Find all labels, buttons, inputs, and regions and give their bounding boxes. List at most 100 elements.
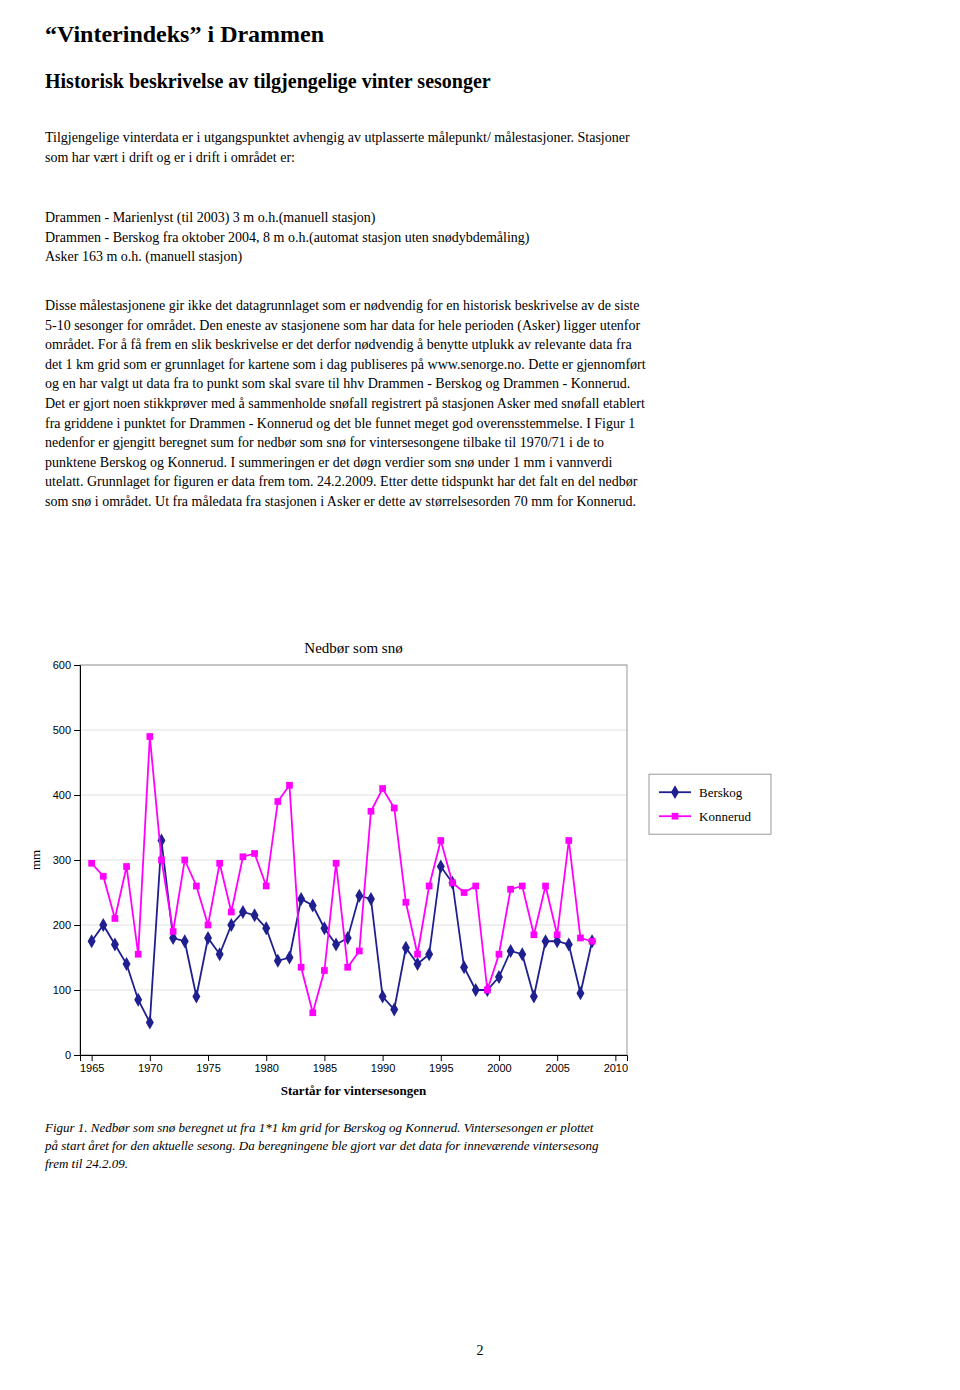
series-point — [403, 899, 410, 906]
x-tick-mark — [615, 1055, 616, 1061]
page-number: 2 — [477, 1343, 484, 1358]
series-point — [181, 934, 189, 948]
series-point — [251, 908, 259, 922]
x-tick-label: 2000 — [487, 1062, 511, 1074]
series-point — [530, 990, 538, 1004]
series-point — [146, 733, 153, 740]
y-axis-line — [74, 666, 81, 1056]
legend-label: Konnerud — [699, 809, 751, 824]
y-tick: 500 — [53, 724, 80, 736]
x-tick: 2005 — [545, 1055, 569, 1074]
x-tick-mark — [324, 1055, 325, 1061]
grid-line — [80, 730, 627, 731]
x-tick-mark — [441, 1055, 442, 1061]
y-tick: 100 — [53, 984, 80, 996]
paragraph: Tilgjengelige vinterdata er i utgangspun… — [45, 130, 630, 165]
y-tick: 300 — [53, 854, 80, 866]
x-tick: 1990 — [371, 1055, 395, 1074]
x-tick-mark — [266, 1055, 267, 1061]
series-point — [472, 883, 479, 890]
y-tick-label: 0 — [65, 1049, 71, 1061]
x-tick: 1965 — [80, 1055, 104, 1074]
series-point — [88, 860, 95, 867]
series-point — [460, 960, 468, 974]
series-point — [379, 990, 387, 1004]
series-point — [135, 951, 142, 958]
plot-frame — [80, 665, 627, 1055]
y-axis-title: mm — [28, 850, 43, 870]
series-point — [414, 957, 422, 971]
grid — [80, 665, 627, 1055]
x-tick: 1970 — [138, 1055, 162, 1074]
x-tick-label: 1980 — [254, 1062, 278, 1074]
x-axis-line — [81, 1056, 628, 1062]
series-point — [88, 934, 96, 948]
series-point — [576, 986, 584, 1000]
x-tick-label: 2005 — [545, 1062, 569, 1074]
y-tick: 600 — [53, 659, 80, 671]
x-tick-label: 1995 — [429, 1062, 453, 1074]
series-point — [205, 922, 212, 929]
series-point — [402, 941, 410, 955]
series-line — [92, 737, 592, 1013]
legend-marker — [671, 785, 679, 799]
series-point — [262, 921, 270, 935]
x-tick-mark — [499, 1055, 500, 1061]
x-tick-label: 1985 — [313, 1062, 337, 1074]
series-point — [111, 938, 119, 952]
series-point — [484, 987, 491, 994]
x-tick-label: 1970 — [138, 1062, 162, 1074]
page-subtitle: Historisk beskrivelse av tilgjengelige v… — [45, 70, 491, 93]
series-point — [170, 928, 177, 935]
y-tick-mark — [74, 730, 80, 731]
series-point — [112, 915, 119, 922]
y-tick-mark — [74, 665, 80, 666]
series-point — [507, 944, 515, 958]
x-tick: 1995 — [429, 1055, 453, 1074]
series-point — [414, 951, 421, 958]
series-point — [240, 853, 247, 860]
x-tick-mark — [150, 1055, 151, 1061]
y-tick-label: 200 — [53, 919, 71, 931]
series-point — [263, 883, 270, 890]
series-point — [309, 1009, 316, 1016]
x-axis: 1965197019751980198519901995200020052010 — [80, 1055, 628, 1074]
y-tick-label: 300 — [53, 854, 71, 866]
legend-box — [649, 774, 771, 834]
x-tick: 2010 — [604, 1055, 628, 1074]
series-point — [588, 934, 596, 948]
series-point — [437, 837, 444, 844]
x-tick-label: 1990 — [371, 1062, 395, 1074]
series-point — [554, 931, 561, 938]
y-tick: 200 — [53, 919, 80, 931]
x-tick-label: 2010 — [604, 1062, 628, 1074]
series-point — [542, 883, 549, 890]
series-point — [309, 899, 317, 913]
series-point — [193, 883, 200, 890]
y-tick-label: 100 — [53, 984, 71, 996]
series-point — [589, 938, 596, 945]
x-axis-title: Startår for vintersesongen — [281, 1083, 427, 1098]
legend: BerskogKonnerud — [649, 774, 771, 834]
x-tick-label: 1965 — [80, 1062, 104, 1074]
series-point — [274, 954, 282, 968]
legend-marker — [672, 813, 679, 820]
y-tick-label: 500 — [53, 724, 71, 736]
series-point — [565, 837, 572, 844]
series-point — [146, 1016, 154, 1030]
y-axis: 0100200300400500600 — [53, 659, 81, 1061]
chart-title: Nedbør som snø — [304, 640, 402, 656]
page-title: “Vinterindeks” i Drammen — [45, 21, 324, 47]
chart: 1965197019751980198519901995200020052010… — [28, 640, 771, 1098]
plot-area — [88, 733, 596, 1029]
series-point — [379, 785, 386, 792]
paragraph: Disse målestasjonene gir ikke det datagr… — [45, 298, 646, 509]
caption: Figur 1. Nedbør som snø beregnet ut fra … — [44, 1120, 599, 1171]
series-point — [320, 921, 328, 935]
series-point — [123, 863, 130, 870]
series-point — [437, 860, 445, 874]
series-point — [216, 860, 223, 867]
series-point — [391, 805, 398, 812]
x-tick-mark — [92, 1055, 93, 1061]
series-point — [542, 934, 550, 948]
